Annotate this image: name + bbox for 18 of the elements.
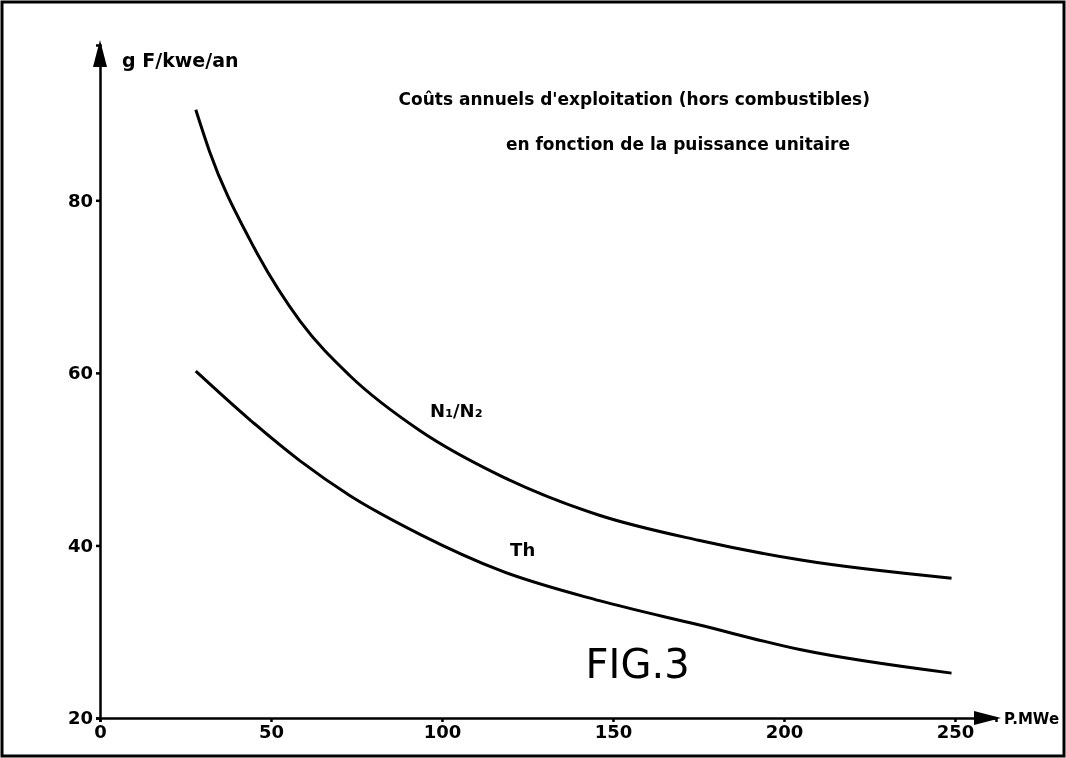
y-tick-label: 20 — [67, 707, 93, 729]
series-label: N₁/N₂ — [430, 399, 483, 421]
series-label: Th — [510, 539, 536, 561]
annotation: FIG.3 — [585, 641, 690, 687]
y-axis-title: g F/kwe/an — [122, 49, 239, 71]
line-series — [194, 108, 954, 580]
x-tick-label: 50 — [258, 720, 285, 742]
x-tick-label: 200 — [765, 720, 804, 742]
x-tick-label: 150 — [594, 720, 633, 742]
y-tick-label: 60 — [67, 362, 93, 384]
x-tick-label: 100 — [423, 720, 462, 742]
text: en fonction de la puissance unitaire — [505, 134, 850, 154]
x-tick-label: 0 — [94, 720, 107, 742]
y-tick-label: 40 — [67, 534, 93, 556]
text: Coûts annuels d'exploitation (hors combustibles) — [398, 89, 870, 109]
x-axis-title: P.MWe — [1004, 710, 1060, 728]
y-tick-label: 80 — [67, 189, 93, 211]
x-tick-label: 250 — [936, 720, 975, 742]
